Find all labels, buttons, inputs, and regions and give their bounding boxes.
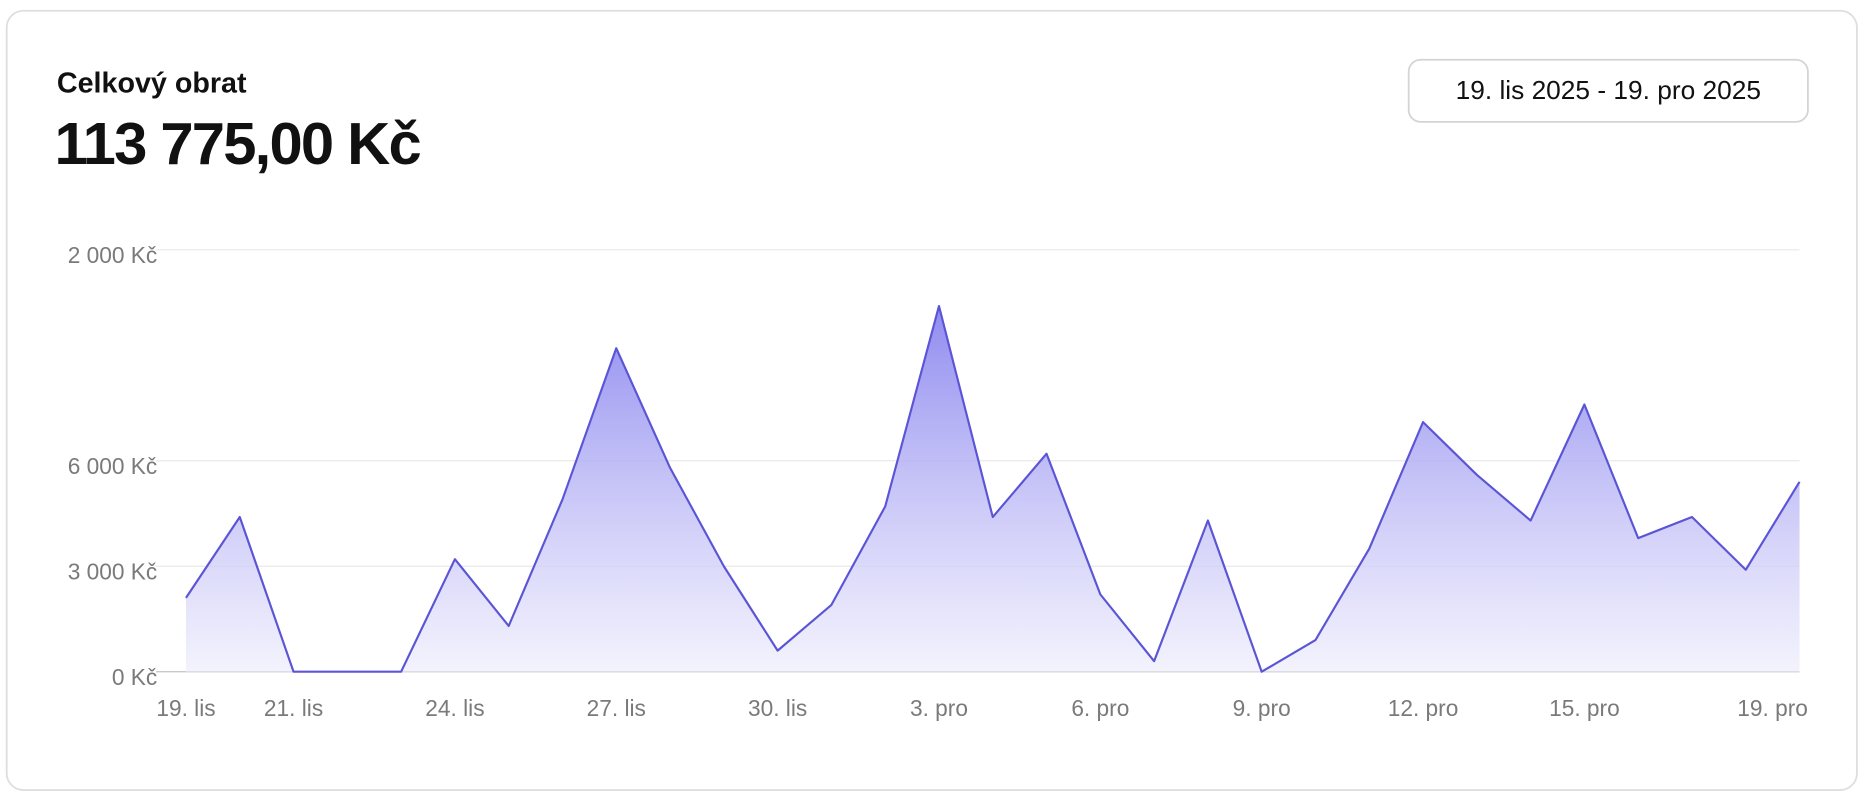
total-amount: 113 775,00 Kč — [55, 110, 421, 177]
area-line — [185, 304, 1801, 673]
x-tick-label: 15. pro — [1549, 695, 1620, 721]
x-tick-label: 12. pro — [1388, 695, 1459, 721]
area-fill — [185, 306, 1800, 672]
date-range-label[interactable]: 19. lis 2025 - 19. pro 2025 — [1456, 75, 1761, 105]
x-tick-label: 21. lis — [264, 695, 323, 721]
date-range-button[interactable]: 19. lis 2025 - 19. pro 2025 — [1407, 58, 1809, 123]
x-tick-label: 30. lis — [748, 695, 807, 721]
y-tick-label: 6 000 Kč — [68, 453, 158, 479]
x-tick-label: 19. pro — [1737, 695, 1808, 721]
y-tick-label: 3 000 Kč — [68, 558, 158, 584]
card-title: Celkový obrat — [57, 67, 247, 99]
x-tick-label: 19. lis — [156, 695, 215, 721]
x-tick-label: 24. lis — [425, 695, 484, 721]
y-tick-label: 2 000 Kč — [68, 242, 158, 268]
chart: 0 Kč 3 000 Kč 6 000 Kč 2 000 Kč 19. lis 21. l… — [68, 242, 1808, 721]
x-tick-label: 3. pro — [910, 695, 968, 721]
button-frame[interactable] — [1407, 58, 1809, 123]
x-tick-label: 6. pro — [1071, 695, 1129, 721]
y-tick-label: 0 Kč — [112, 664, 157, 690]
x-tick-label: 9. pro — [1233, 695, 1291, 721]
x-tick-label: 27. lis — [587, 695, 646, 721]
